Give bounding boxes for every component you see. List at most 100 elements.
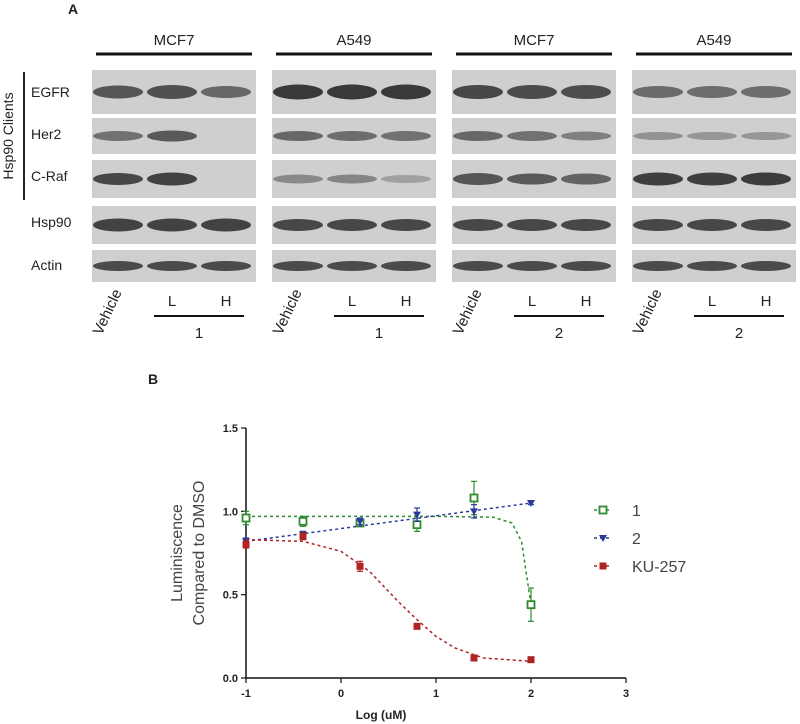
blot-band xyxy=(741,132,791,140)
blot-band xyxy=(273,174,323,184)
blot-band xyxy=(741,219,791,231)
data-point xyxy=(298,516,308,526)
blot-band xyxy=(687,86,737,98)
blot-band xyxy=(273,261,323,271)
blot-band xyxy=(381,131,431,141)
legend-label: KU-257 xyxy=(632,559,686,576)
row-label-actin: Actin xyxy=(31,257,62,273)
data-point xyxy=(299,532,307,540)
blot-band xyxy=(327,219,377,231)
lane-label-low: L xyxy=(168,293,176,310)
blot-group: MCF7 Vehicle L H 1 xyxy=(90,32,256,342)
cell-line-label: A549 xyxy=(696,32,731,49)
blot-band xyxy=(507,219,557,231)
cell-line-label: A549 xyxy=(336,32,371,49)
blot-group: A549 Vehicle L H 2 xyxy=(630,32,796,342)
blot-band xyxy=(561,131,611,141)
blot-band xyxy=(561,219,611,231)
blot-band xyxy=(561,173,611,185)
blot-band xyxy=(741,261,791,271)
blot-band xyxy=(453,261,503,271)
data-point xyxy=(526,600,536,610)
blot-band xyxy=(273,84,323,100)
row-label-egfr: EGFR xyxy=(31,84,70,100)
blot-band xyxy=(381,175,431,183)
panel-b: B -1 0 1 2 3 0.0 0.5 1.0 1.5 Log (uM) Luminiscence… xyxy=(148,371,686,722)
blot-band xyxy=(633,172,683,186)
fit-curve xyxy=(245,538,532,663)
blot-band xyxy=(273,219,323,231)
blot-band xyxy=(327,174,377,184)
y-tick-label: 0.5 xyxy=(223,590,238,602)
data-point xyxy=(356,518,364,526)
blot-band xyxy=(453,219,503,231)
blot-band xyxy=(561,261,611,271)
blot-band xyxy=(633,132,683,140)
data-point xyxy=(412,520,422,530)
x-tick-label: 0 xyxy=(338,688,344,700)
data-point xyxy=(469,493,479,503)
x-axis-label: Log (uM) xyxy=(356,708,407,722)
blot-band xyxy=(741,86,791,98)
y-tick-label: 1.0 xyxy=(223,506,238,518)
lane-label-low: L xyxy=(528,293,536,310)
blot-band xyxy=(507,173,557,185)
panel-a: A Hsp90 Clients EGFR Her2 C-Raf Hsp90 Ac… xyxy=(0,1,796,342)
data-point xyxy=(527,500,535,507)
blot-band xyxy=(453,131,503,141)
blot-band xyxy=(507,131,557,141)
data-point xyxy=(527,656,535,664)
y-tick-label: 0.0 xyxy=(223,673,238,685)
blot-band xyxy=(687,172,737,186)
blot-band xyxy=(453,85,503,99)
blot-band xyxy=(147,85,197,99)
blot-band xyxy=(507,261,557,271)
y-axis-label: Luminiscence xyxy=(169,504,186,602)
legend-label: 1 xyxy=(632,503,641,520)
compound-label: 2 xyxy=(735,325,743,342)
x-tick-label: 1 xyxy=(433,688,439,700)
blot-band xyxy=(273,131,323,141)
data-point xyxy=(413,511,421,519)
blot-band xyxy=(327,261,377,271)
compound-label: 1 xyxy=(195,325,203,342)
lane-label-vehicle: Vehicle xyxy=(450,287,486,338)
blot-band xyxy=(687,261,737,271)
y-tick-label: 1.5 xyxy=(223,423,238,435)
series xyxy=(241,480,536,622)
data-point xyxy=(470,654,478,662)
blot-band xyxy=(633,86,683,98)
hsp90-clients-label: Hsp90 Clients xyxy=(0,92,16,179)
luminescence-chart: -1 0 1 2 3 0.0 0.5 1.0 1.5 Log (uM) Luminiscence Co… xyxy=(169,423,686,722)
compound-label: 2 xyxy=(555,325,563,342)
series xyxy=(242,500,535,546)
legend-label: 2 xyxy=(632,531,641,548)
blot-band xyxy=(381,84,431,100)
fit-curve xyxy=(246,515,532,605)
lane-label-high: H xyxy=(401,293,412,310)
panel-b-label: B xyxy=(148,371,158,387)
blot-band xyxy=(93,173,143,185)
blot-band xyxy=(381,219,431,231)
blot-band xyxy=(93,85,143,99)
lane-label-vehicle: Vehicle xyxy=(270,287,306,338)
data-point xyxy=(356,562,364,570)
blot-band xyxy=(147,130,197,142)
row-label-craf: C-Raf xyxy=(31,168,68,184)
x-tick-label: 2 xyxy=(528,688,534,700)
lane-label-high: H xyxy=(761,293,772,310)
blot-band xyxy=(201,261,251,271)
panel-a-label: A xyxy=(68,1,78,17)
lane-label-low: L xyxy=(708,293,716,310)
lane-label-low: L xyxy=(348,293,356,310)
fit-curve xyxy=(245,502,532,543)
blot-group: MCF7 Vehicle L H 2 xyxy=(450,32,616,342)
lane-label-vehicle: Vehicle xyxy=(630,287,666,338)
blot-band xyxy=(327,131,377,141)
lane-label-vehicle: Vehicle xyxy=(90,287,126,338)
blot-band xyxy=(93,131,143,141)
data-point xyxy=(470,508,478,516)
blot-band xyxy=(93,218,143,232)
blot-band xyxy=(687,219,737,231)
